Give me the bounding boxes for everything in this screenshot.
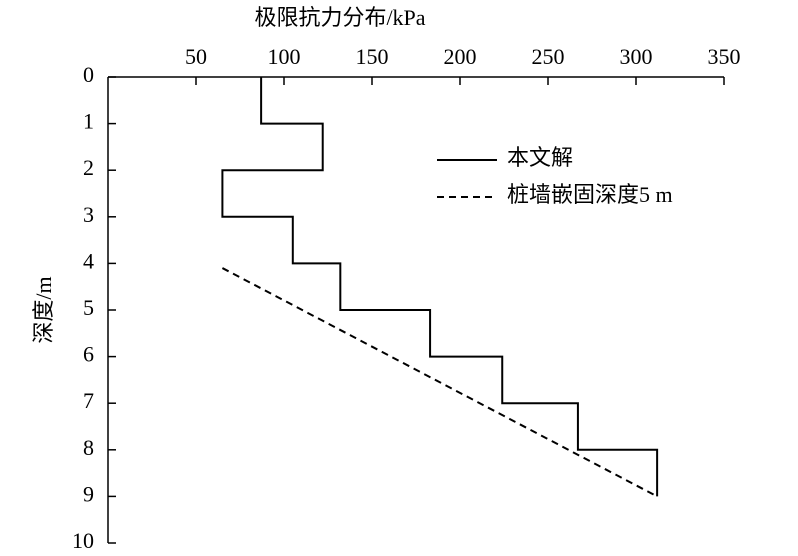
y-tick-label: 6 [83,342,94,367]
y-tick-label: 1 [83,109,94,134]
x-tick-label: 250 [532,44,565,69]
x-axis-title: 极限抗力分布/kPa [254,5,425,30]
x-tick-label: 200 [444,44,477,69]
y-tick-label: 7 [83,388,94,413]
x-tick-label: 50 [185,44,207,69]
x-tick-label: 100 [268,44,301,69]
data-line [221,77,659,497]
legend-label: 桩墙嵌固深度5 m [507,182,673,207]
y-tick-label: 3 [83,202,94,227]
x-tick-label: 350 [708,44,741,69]
data-line [221,267,658,498]
y-axis-title: 深度/m [31,276,56,343]
x-tick-label: 300 [620,44,653,69]
y-tick-label: 9 [83,481,94,506]
y-tick-label: 0 [83,62,94,87]
y-tick-label: 5 [83,295,94,320]
y-tick-label: 8 [83,435,94,460]
y-tick-label: 10 [72,528,94,553]
y-tick-label: 2 [83,155,94,180]
x-tick-label: 150 [356,44,389,69]
legend-label: 本文解 [507,145,573,170]
y-tick-label: 4 [83,248,94,273]
